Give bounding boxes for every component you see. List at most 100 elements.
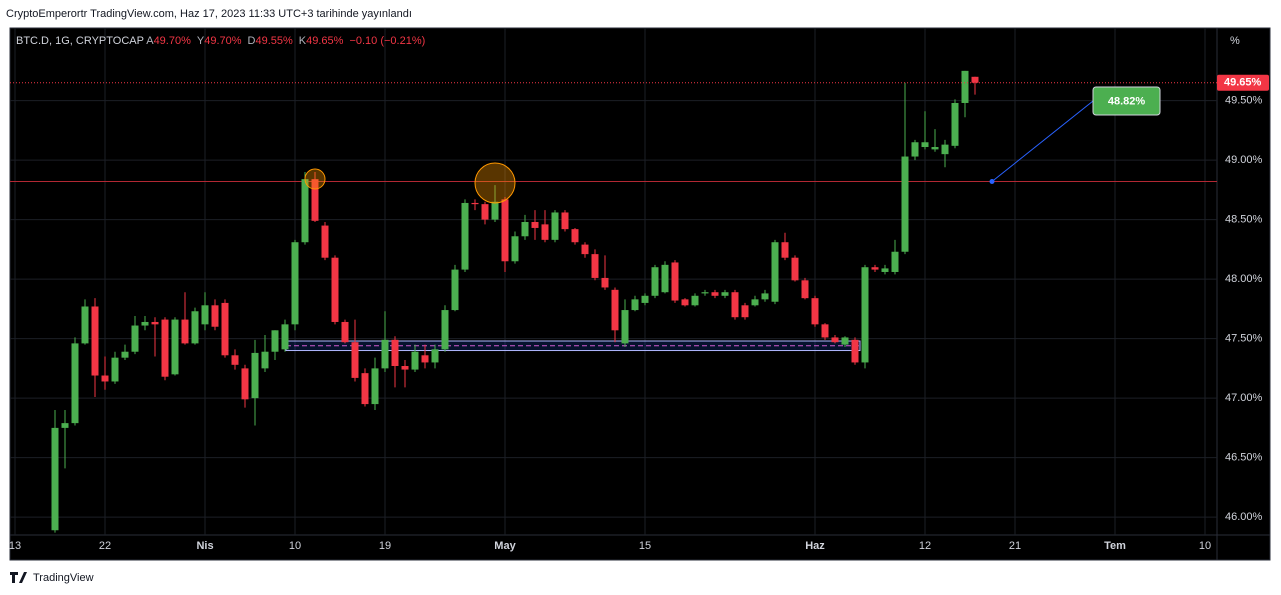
candle-body: [391, 339, 399, 366]
legend-key: D: [247, 35, 256, 47]
candle-body: [361, 373, 369, 405]
candle-body: [711, 292, 719, 296]
candle-body: [201, 305, 209, 325]
candle-body: [881, 268, 889, 272]
candle-body: [281, 324, 289, 350]
candle-body: [531, 221, 539, 228]
x-tick-label: 12: [919, 540, 931, 552]
candle-body: [421, 355, 429, 363]
x-tick-label: 21: [1009, 540, 1021, 552]
candle-body: [81, 306, 89, 344]
candle-body: [771, 242, 779, 302]
legend-key: A: [146, 35, 154, 47]
logo: [10, 572, 27, 583]
candle-body: [571, 229, 579, 243]
candle-body: [171, 319, 179, 375]
candle-body: [821, 324, 829, 338]
candle-body: [631, 299, 639, 311]
candle-body: [601, 277, 609, 288]
y-tick-label: 47.00%: [1225, 392, 1263, 404]
candle-body: [621, 310, 629, 344]
annotation-label: 48.82%: [1108, 95, 1146, 107]
candle-body: [611, 289, 619, 331]
candle-body: [271, 330, 279, 352]
candle-body: [511, 236, 519, 262]
last-price-label: 49.65%: [1224, 77, 1262, 89]
candle-body: [741, 305, 749, 318]
candle-body: [251, 352, 259, 399]
y-tick-label: 48.50%: [1225, 214, 1263, 226]
candle-body: [321, 225, 329, 258]
candle-body: [961, 70, 969, 103]
legend-key: Y: [196, 35, 205, 47]
candle-body: [261, 351, 269, 369]
candle-body: [541, 224, 549, 240]
candle-body: [491, 201, 499, 220]
candle-body: [851, 339, 859, 363]
candle-body: [131, 325, 139, 352]
candle-body: [401, 366, 409, 370]
candle-body: [101, 375, 109, 382]
candle-body: [291, 242, 299, 325]
candle-body: [461, 202, 469, 270]
candle-body: [931, 147, 939, 150]
candle-body: [381, 339, 389, 369]
candle-body: [371, 368, 379, 405]
candle-body: [721, 292, 729, 296]
candle-body: [551, 212, 559, 240]
candle-body: [811, 298, 819, 325]
header: CryptoEmperortr TradingView.com, Haz 17,…: [6, 8, 412, 20]
candle-body: [951, 102, 959, 146]
candle-body: [901, 156, 909, 252]
y-tick-label: 47.50%: [1225, 333, 1263, 345]
y-tick-label: 46.00%: [1225, 511, 1263, 523]
legend-value: 49.70%: [153, 35, 191, 47]
candle-body: [161, 319, 169, 377]
candle-body: [921, 142, 929, 148]
x-tick-label: 10: [289, 540, 301, 552]
candle-body: [781, 242, 789, 258]
candle-body: [241, 368, 249, 400]
candle-body: [351, 342, 359, 378]
x-tick-label: 22: [99, 540, 111, 552]
candle-body: [891, 251, 899, 272]
zone: [285, 340, 861, 352]
candle-body: [151, 321, 159, 325]
legend-change: −0.10 (−0.21%): [349, 35, 426, 47]
x-tick-label: Haz: [805, 540, 825, 552]
candle-body: [451, 269, 459, 311]
legend: BTC.D, 1G, CRYPTOCAP A49.70% Y49.70% D49.5…: [16, 35, 431, 47]
x-tick-label: 19: [379, 540, 391, 552]
candle-body: [71, 343, 79, 424]
candle-body: [651, 267, 659, 296]
footer-brand: TradingView: [33, 572, 94, 584]
y-tick-label: 49.50%: [1225, 95, 1263, 107]
candle-body: [51, 427, 59, 531]
annotation-anchor: [989, 179, 995, 185]
candle-body: [971, 76, 979, 83]
candle-body: [861, 267, 869, 363]
y-tick-label: 49.00%: [1225, 154, 1263, 166]
candle-body: [521, 221, 529, 237]
candle-body: [871, 267, 879, 270]
candle-body: [681, 299, 689, 306]
candle-body: [221, 302, 229, 356]
candle-body: [441, 310, 449, 350]
candle-body: [701, 292, 709, 294]
x-tick-label: 13: [9, 540, 21, 552]
candle-body: [331, 257, 339, 322]
candle-body: [91, 306, 99, 376]
candle-body: [411, 351, 419, 370]
y-tick-label: 46.50%: [1225, 452, 1263, 464]
candle-body: [471, 202, 479, 205]
annotation-line: [991, 100, 1094, 182]
symbol: BTC.D, 1G, CRYPTOCAP: [16, 35, 144, 47]
candle-body: [591, 254, 599, 278]
candle-body: [431, 349, 439, 363]
candle-body: [761, 293, 769, 300]
candle-body: [831, 337, 839, 343]
candle-body: [561, 212, 569, 230]
last-price-box: [1217, 74, 1269, 91]
